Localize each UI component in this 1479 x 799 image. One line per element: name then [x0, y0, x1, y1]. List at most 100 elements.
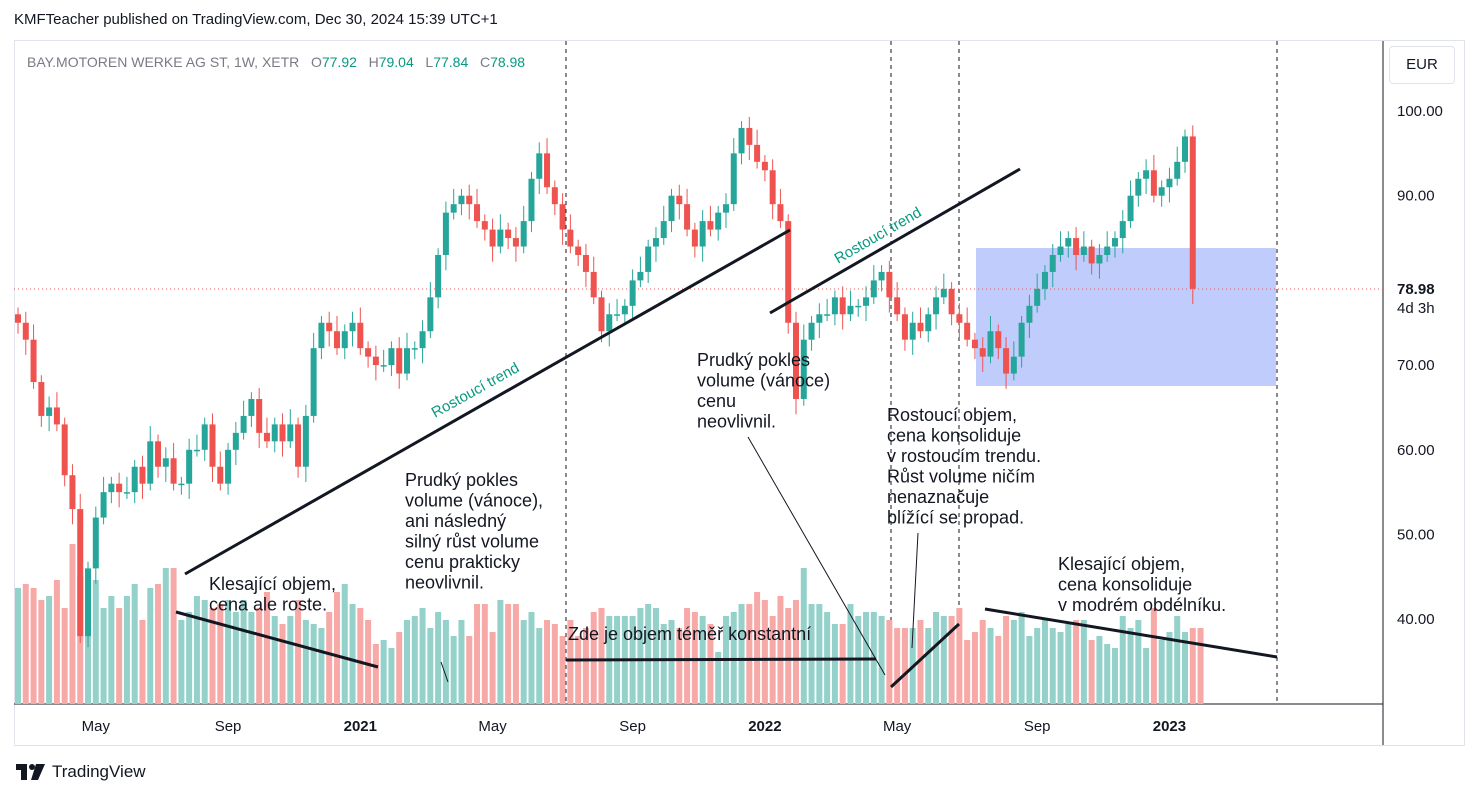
volume-bar	[901, 628, 908, 704]
volume-bar	[544, 620, 551, 704]
pointer-line-1	[440, 661, 449, 683]
candle-body	[155, 441, 162, 467]
volume-bar	[816, 604, 823, 704]
volume-rise-line	[889, 622, 961, 689]
candle-body	[1018, 322, 1025, 357]
candle-body	[769, 170, 776, 205]
candle-body	[53, 407, 60, 425]
candle-body	[1119, 221, 1126, 239]
candle-body	[466, 195, 473, 205]
candle-body	[567, 229, 574, 247]
candle-body	[131, 466, 138, 493]
candle-body	[528, 178, 535, 222]
volume-bar	[1003, 616, 1010, 704]
x-tick-label: Sep	[215, 718, 242, 735]
candle-body	[458, 195, 465, 205]
volume-bar	[1096, 636, 1103, 704]
candle-body	[870, 280, 877, 298]
volume-bar	[1135, 620, 1142, 704]
candle-body	[863, 297, 870, 306]
candle-body	[512, 238, 519, 247]
candle-body	[427, 297, 434, 332]
volume-bar	[567, 620, 574, 704]
volume-bar	[256, 608, 263, 704]
volume-bar	[1189, 628, 1196, 704]
volume-bar	[808, 604, 815, 704]
candle-body	[824, 314, 831, 316]
volume-bar	[497, 600, 504, 704]
candle-body	[1003, 348, 1010, 374]
volume-bar	[1073, 620, 1080, 704]
volume-bar	[668, 620, 675, 704]
candle-body	[100, 492, 107, 518]
volume-bar	[155, 584, 162, 704]
volume-bar	[466, 636, 473, 704]
candle-body	[878, 271, 885, 281]
candle-body	[1057, 246, 1064, 255]
candle-body	[232, 432, 239, 450]
candle-body	[754, 144, 761, 162]
candle-body	[793, 322, 799, 399]
candle-body	[1065, 238, 1072, 247]
volume-bar	[715, 652, 722, 704]
consolidation-rectangle	[976, 248, 1276, 386]
candle-body	[302, 415, 309, 467]
candle-body	[162, 458, 169, 467]
annotation-note-6: Klesající objem,	[1058, 554, 1185, 574]
volume-bar	[1158, 640, 1165, 704]
candle-body	[310, 348, 317, 416]
candle-body	[419, 331, 426, 349]
volume-bar	[15, 588, 21, 704]
candle-body	[917, 322, 924, 332]
volume-bar	[108, 596, 115, 704]
volume-bar	[248, 612, 255, 704]
currency-button[interactable]: EUR	[1389, 46, 1455, 84]
volume-bar	[645, 604, 652, 704]
volume-bar	[528, 612, 535, 704]
candle-body	[933, 297, 940, 315]
candle-body	[621, 305, 628, 315]
x-tick-label: 2022	[748, 718, 781, 735]
candle-body	[1073, 238, 1080, 255]
candle-body	[761, 161, 768, 171]
volume-bar	[53, 580, 60, 704]
volume-bar	[1041, 620, 1048, 704]
x-tick-label: Sep	[1024, 718, 1051, 735]
annotation-note-5: blížící se propad.	[887, 508, 1024, 528]
candle-body	[1104, 246, 1111, 255]
annotation-note-2: neovlivnil.	[405, 573, 484, 593]
candle-body	[730, 153, 737, 205]
candle-body	[1182, 136, 1188, 162]
volume-bar	[193, 596, 200, 704]
candle-body	[707, 221, 714, 230]
volume-bar	[987, 628, 994, 704]
tradingview-footer[interactable]: TradingView	[16, 762, 146, 782]
candle-body	[645, 246, 652, 272]
annotation-note-5: Rostoucí objem,	[887, 405, 1017, 425]
ohlc-low-label: L	[425, 54, 434, 70]
candle-body	[333, 331, 340, 349]
annotation-note-2: Prudký pokles	[405, 470, 518, 490]
volume-bar	[1111, 648, 1118, 704]
ohlc-high-value: 79.04	[378, 54, 414, 70]
candle-body	[909, 322, 916, 340]
candle-body	[699, 221, 706, 247]
volume-bar	[746, 604, 753, 704]
candle-body	[123, 492, 130, 494]
publish-header: KMFTeacher published on TradingView.com,…	[14, 11, 498, 28]
candle-body	[691, 229, 698, 247]
volume-bar	[551, 624, 558, 704]
annotation-note-5: v rostoucím trendu.	[887, 446, 1041, 466]
candle-body	[1166, 178, 1173, 188]
volume-bar	[22, 584, 29, 704]
volume-bar	[474, 604, 481, 704]
volume-bar	[30, 588, 37, 704]
candle-body	[785, 221, 792, 323]
volume-bar	[489, 632, 496, 704]
annotation-note-1: cena ale roste.	[209, 595, 327, 615]
volume-bar	[69, 544, 76, 704]
candle-body	[606, 314, 613, 332]
volume-bar	[139, 620, 146, 704]
candle-body	[964, 322, 971, 340]
